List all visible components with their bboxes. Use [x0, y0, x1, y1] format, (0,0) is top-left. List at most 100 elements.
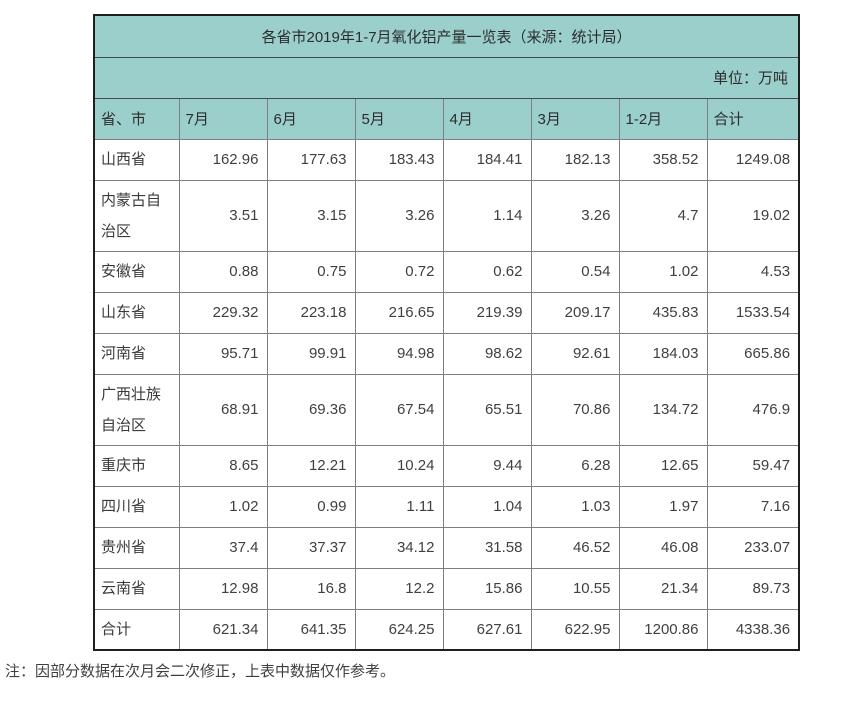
cell-value: 16.8	[266, 567, 356, 610]
table-row: 内蒙古自治区 3.51 3.15 3.26 1.14 3.26 4.7 19.02	[93, 179, 800, 252]
cell-value: 622.95	[530, 608, 620, 651]
column-header: 3月	[530, 97, 620, 140]
cell-value: 1.03	[530, 485, 620, 528]
cell-value: 65.51	[442, 373, 532, 446]
row-label: 贵州省	[93, 526, 180, 569]
unit-label: 单位：万吨	[93, 56, 800, 99]
cell-value: 0.99	[266, 485, 356, 528]
cell-value: 99.91	[266, 332, 356, 375]
row-label: 云南省	[93, 567, 180, 610]
cell-value: 92.61	[530, 332, 620, 375]
cell-value: 4338.36	[706, 608, 800, 651]
cell-value: 184.41	[442, 138, 532, 181]
cell-value: 8.65	[178, 444, 268, 487]
cell-value: 1.11	[354, 485, 444, 528]
cell-value: 219.39	[442, 291, 532, 334]
column-header: 6月	[266, 97, 356, 140]
table-row: 广西壮族自治区 68.91 69.36 67.54 65.51 70.86 134.72 47…	[93, 373, 800, 446]
cell-value: 95.71	[178, 332, 268, 375]
table-row: 河南省 95.71 99.91 94.98 98.62 92.61 184.03 665.86	[93, 332, 800, 375]
cell-value: 1200.86	[618, 608, 708, 651]
cell-value: 216.65	[354, 291, 444, 334]
cell-value: 233.07	[706, 526, 800, 569]
cell-value: 4.7	[618, 179, 708, 252]
cell-value: 1.14	[442, 179, 532, 252]
cell-value: 12.2	[354, 567, 444, 610]
row-label: 合计	[93, 608, 180, 651]
cell-value: 37.4	[178, 526, 268, 569]
cell-value: 19.02	[706, 179, 800, 252]
cell-value: 177.63	[266, 138, 356, 181]
cell-value: 0.54	[530, 250, 620, 293]
cell-value: 9.44	[442, 444, 532, 487]
cell-value: 3.15	[266, 179, 356, 252]
row-label: 河南省	[93, 332, 180, 375]
cell-value: 7.16	[706, 485, 800, 528]
column-header: 7月	[178, 97, 268, 140]
column-header-row: 省、市 7月 6月 5月 4月 3月 1-2月 合计	[93, 97, 800, 140]
table-row: 安徽省 0.88 0.75 0.72 0.62 0.54 1.02 4.53	[93, 250, 800, 293]
cell-value: 37.37	[266, 526, 356, 569]
cell-value: 1.97	[618, 485, 708, 528]
cell-value: 46.08	[618, 526, 708, 569]
cell-value: 31.58	[442, 526, 532, 569]
cell-value: 46.52	[530, 526, 620, 569]
row-label: 四川省	[93, 485, 180, 528]
table-row: 合计 621.34 641.35 624.25 627.61 622.95 1200.86 4…	[93, 608, 800, 651]
cell-value: 68.91	[178, 373, 268, 446]
cell-value: 476.9	[706, 373, 800, 446]
cell-value: 134.72	[618, 373, 708, 446]
cell-value: 67.54	[354, 373, 444, 446]
cell-value: 0.88	[178, 250, 268, 293]
cell-value: 223.18	[266, 291, 356, 334]
row-label: 广西壮族自治区	[93, 373, 180, 446]
cell-value: 624.25	[354, 608, 444, 651]
cell-value: 1249.08	[706, 138, 800, 181]
cell-value: 12.98	[178, 567, 268, 610]
cell-value: 15.86	[442, 567, 532, 610]
row-label: 安徽省	[93, 250, 180, 293]
cell-value: 665.86	[706, 332, 800, 375]
column-header: 省、市	[93, 97, 180, 140]
cell-value: 70.86	[530, 373, 620, 446]
table-row: 四川省 1.02 0.99 1.11 1.04 1.03 1.97 7.16	[93, 485, 800, 528]
cell-value: 1.04	[442, 485, 532, 528]
alumina-production-table: 各省市2019年1-7月氧化铝产量一览表（来源：统计局） 单位：万吨 省、市 7月 6月…	[93, 14, 801, 651]
cell-value: 183.43	[354, 138, 444, 181]
row-label: 山西省	[93, 138, 180, 181]
cell-value: 69.36	[266, 373, 356, 446]
cell-value: 229.32	[178, 291, 268, 334]
cell-value: 0.62	[442, 250, 532, 293]
cell-value: 3.26	[530, 179, 620, 252]
cell-value: 10.55	[530, 567, 620, 610]
row-label: 内蒙古自治区	[93, 179, 180, 252]
cell-value: 89.73	[706, 567, 800, 610]
cell-value: 21.34	[618, 567, 708, 610]
column-header: 5月	[354, 97, 444, 140]
cell-value: 6.28	[530, 444, 620, 487]
cell-value: 1.02	[618, 250, 708, 293]
cell-value: 3.26	[354, 179, 444, 252]
column-header: 1-2月	[618, 97, 708, 140]
cell-value: 435.83	[618, 291, 708, 334]
cell-value: 94.98	[354, 332, 444, 375]
table-row: 云南省 12.98 16.8 12.2 15.86 10.55 21.34 89.73	[93, 567, 800, 610]
column-header: 4月	[442, 97, 532, 140]
row-label: 山东省	[93, 291, 180, 334]
cell-value: 34.12	[354, 526, 444, 569]
cell-value: 184.03	[618, 332, 708, 375]
cell-value: 4.53	[706, 250, 800, 293]
table-row: 贵州省 37.4 37.37 34.12 31.58 46.52 46.08 233.07	[93, 526, 800, 569]
table-container: 各省市2019年1-7月氧化铝产量一览表（来源：统计局） 单位：万吨 省、市 7月 6月…	[93, 14, 863, 651]
table-row: 重庆市 8.65 12.21 10.24 9.44 6.28 12.65 59.47	[93, 444, 800, 487]
cell-value: 10.24	[354, 444, 444, 487]
footnote: 注：因部分数据在次月会二次修正，上表中数据仅作参考。	[5, 663, 396, 680]
cell-value: 12.65	[618, 444, 708, 487]
table-title: 各省市2019年1-7月氧化铝产量一览表（来源：统计局）	[93, 14, 800, 58]
cell-value: 1.02	[178, 485, 268, 528]
cell-value: 182.13	[530, 138, 620, 181]
cell-value: 59.47	[706, 444, 800, 487]
cell-value: 627.61	[442, 608, 532, 651]
column-header: 合计	[706, 97, 800, 140]
row-label: 重庆市	[93, 444, 180, 487]
